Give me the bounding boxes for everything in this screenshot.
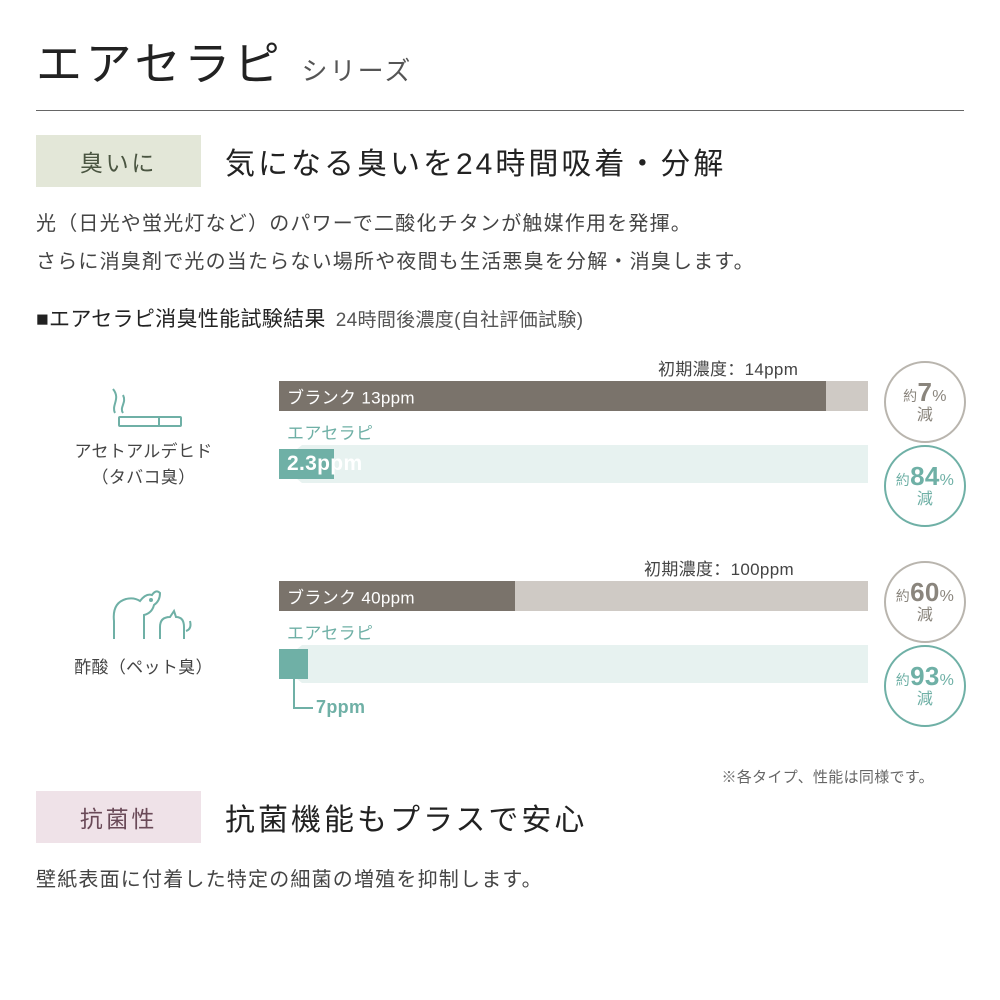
acetic-product-bar bbox=[279, 649, 308, 679]
acetic-brand-label: エアセラピ bbox=[287, 619, 373, 644]
acetic-icon-col: 酢酸（ペット臭） bbox=[36, 571, 251, 681]
antibacterial-badge: 抗菌性 bbox=[36, 791, 201, 843]
chart: アセトアルデヒド （タバコ臭） 初期濃度：14ppm ブランク 13ppm エア… bbox=[36, 343, 964, 783]
page-title-row: エアセラピ シリーズ bbox=[36, 28, 964, 94]
title-main: エアセラピ bbox=[36, 28, 283, 94]
acetic-product-reduction-circle: 約93% 減 bbox=[884, 645, 966, 727]
acetic-initial-label: 初期濃度：100ppm bbox=[644, 555, 794, 580]
acetaldehyde-blank-label: ブランク 13ppm bbox=[287, 384, 415, 409]
section1-body: 光（日光や蛍光灯など）のパワーで二酸化チタンが触媒作用を発揮。 さらに消臭剤で光… bbox=[36, 205, 964, 281]
acetic-product-value: 7ppm bbox=[316, 697, 365, 718]
section2-body-line1: 壁紙表面に付着した特定の細菌の増殖を抑制します。 bbox=[36, 869, 543, 891]
section2-head: 抗菌性 抗菌機能もプラスで安心 bbox=[36, 791, 964, 843]
section1-headline: 気になる臭いを24時間吸着・分解 bbox=[225, 139, 726, 183]
acetaldehyde-initial-label: 初期濃度：14ppm bbox=[658, 355, 798, 380]
chart-title-row: ■エアセラピ消臭性能試験結果 24時間後濃度(自社評価試験) bbox=[36, 303, 964, 333]
section2-body: 壁紙表面に付着した特定の細菌の増殖を抑制します。 bbox=[36, 861, 964, 899]
acetaldehyde-icon-col: アセトアルデヒド （タバコ臭） bbox=[36, 379, 251, 490]
acetic-blank-track: ブランク 40ppm bbox=[279, 581, 868, 611]
section1-body-line1: 光（日光や蛍光灯など）のパワーで二酸化チタンが触媒作用を発揮。 bbox=[36, 213, 692, 235]
chart-group-acetic: 酢酸（ペット臭） 初期濃度：100ppm ブランク 40ppm エアセラピ 7p… bbox=[36, 559, 964, 759]
title-sub: シリーズ bbox=[301, 51, 412, 88]
acetaldehyde-blank-track: ブランク 13ppm bbox=[279, 381, 868, 411]
chart-group-acetaldehyde: アセトアルデヒド （タバコ臭） 初期濃度：14ppm ブランク 13ppm エア… bbox=[36, 359, 964, 529]
chart-title-main: ■エアセラピ消臭性能試験結果 bbox=[36, 303, 326, 333]
cigarette-icon bbox=[99, 379, 189, 433]
acetaldehyde-product-value: 2.3ppm bbox=[287, 452, 362, 476]
deodor-badge: 臭いに bbox=[36, 135, 201, 187]
section1-head: 臭いに 気になる臭いを24時間吸着・分解 bbox=[36, 135, 964, 187]
acetic-blank-reduction-circle: 約60% 減 bbox=[884, 561, 966, 643]
acetic-caption: 酢酸（ペット臭） bbox=[36, 655, 251, 681]
title-divider bbox=[36, 110, 964, 111]
section2-headline: 抗菌機能もプラスで安心 bbox=[225, 795, 587, 839]
acetic-arrow-body bbox=[302, 645, 868, 683]
chart-footnote: ※各タイプ、性能は同様です。 bbox=[721, 766, 934, 787]
section1-body-line2: さらに消臭剤で光の当たらない場所や夜間も生活悪臭を分解・消臭します。 bbox=[36, 251, 755, 273]
acetic-leader-h bbox=[293, 707, 313, 709]
acetaldehyde-blank-reduction-circle: 約7% 減 bbox=[884, 361, 966, 443]
acetic-leader-v bbox=[293, 679, 295, 707]
acetaldehyde-brand-label: エアセラピ bbox=[287, 419, 373, 444]
acetaldehyde-caption: アセトアルデヒド （タバコ臭） bbox=[36, 439, 251, 490]
acetic-blank-label: ブランク 40ppm bbox=[287, 584, 415, 609]
chart-title-sub: 24時間後濃度(自社評価試験) bbox=[336, 305, 584, 332]
acetaldehyde-arrow-body bbox=[302, 445, 868, 483]
dog-cat-icon bbox=[94, 571, 194, 649]
acetaldehyde-product-reduction-circle: 約84% 減 bbox=[884, 445, 966, 527]
